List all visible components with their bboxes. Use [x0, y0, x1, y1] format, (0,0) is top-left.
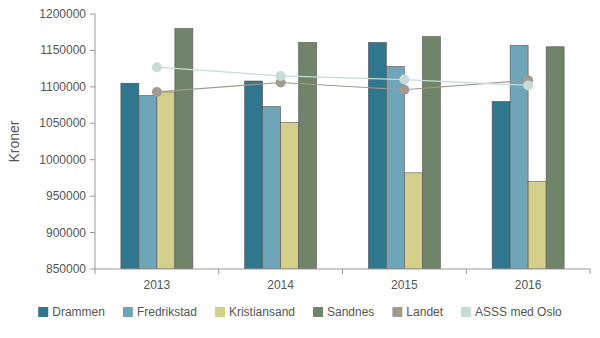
bar [404, 173, 422, 269]
legend-swatch [313, 307, 323, 317]
y-tick-label: 1200000 [39, 7, 86, 21]
y-tick [90, 86, 95, 87]
legend-item: Fredrikstad [123, 305, 197, 319]
bar [175, 29, 193, 269]
legend-label: Fredrikstad [137, 305, 197, 319]
bar [528, 182, 546, 269]
y-tick [90, 159, 95, 160]
y-tick [90, 196, 95, 197]
x-tick-label: 2014 [267, 278, 294, 292]
legend-swatch [215, 307, 225, 317]
legend-label: Drammen [52, 305, 105, 319]
x-tick-separator [95, 269, 96, 274]
bar [546, 47, 564, 269]
x-tick-separator [342, 269, 343, 274]
bar [422, 37, 440, 269]
y-tick [90, 232, 95, 233]
x-tick-separator [590, 269, 591, 274]
line [157, 67, 528, 85]
x-tick-label: 2015 [391, 278, 418, 292]
y-tick-label: 1150000 [40, 43, 86, 57]
y-tick-label: 1100000 [40, 80, 86, 94]
bar [386, 66, 404, 269]
line-marker [399, 75, 409, 85]
legend-label: ASSS med Oslo [475, 305, 562, 319]
y-tick [90, 123, 95, 124]
y-tick-label: 850000 [46, 262, 86, 276]
bar [245, 81, 263, 269]
y-tick-label: 1000000 [39, 153, 86, 167]
legend-swatch [38, 307, 48, 317]
legend-item: Drammen [38, 305, 105, 319]
legend-swatch [123, 307, 133, 317]
legend-item: Landet [392, 305, 443, 319]
y-axis [95, 14, 96, 269]
line-marker [152, 62, 162, 72]
bar [157, 92, 175, 269]
line-marker [152, 87, 162, 97]
bar [492, 101, 510, 269]
legend-label: Sandnes [327, 305, 374, 319]
y-tick [90, 14, 95, 15]
legend-label: Kristiansand [229, 305, 295, 319]
chart: 850000 900000 950000 1000000 1050000 1100000 1… [0, 0, 600, 338]
legend-item: ASSS med Oslo [461, 305, 562, 319]
legend: Drammen Fredrikstad Kristiansand Sandnes Lan… [38, 305, 562, 319]
bar [281, 123, 299, 269]
bar [368, 42, 386, 269]
x-tick-separator [218, 269, 219, 274]
line-marker [399, 85, 409, 95]
legend-swatch [461, 307, 471, 317]
line-marker [276, 71, 286, 81]
line-marker [523, 80, 533, 90]
y-tick-label: 1050000 [39, 116, 86, 130]
y-tick [90, 269, 95, 270]
x-tick-label: 2013 [144, 278, 171, 292]
x-tick-separator [466, 269, 467, 274]
plot-area [121, 29, 564, 269]
bar [121, 83, 139, 269]
legend-item: Sandnes [313, 305, 374, 319]
legend-swatch [392, 307, 402, 317]
legend-label: Landet [406, 305, 443, 319]
y-tick [90, 50, 95, 51]
x-tick-label: 2016 [515, 278, 542, 292]
y-axis-label: Kroner [6, 120, 22, 162]
y-tick-label: 950000 [46, 189, 86, 203]
bar [139, 96, 157, 269]
y-tick-label: 900000 [46, 226, 86, 240]
line [157, 80, 528, 92]
bar [263, 107, 281, 269]
legend-item: Kristiansand [215, 305, 295, 319]
